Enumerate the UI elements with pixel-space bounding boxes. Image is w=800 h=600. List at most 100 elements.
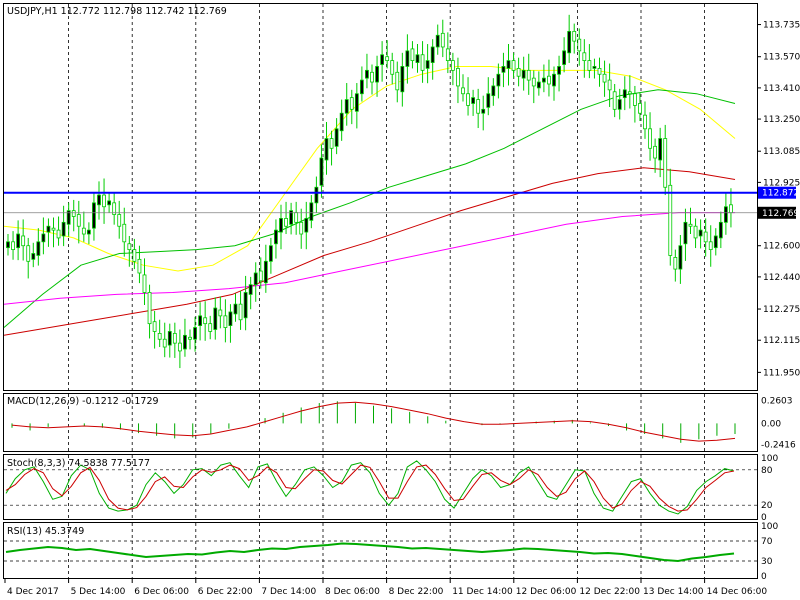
x-tick-label-5: 8 Dec 06:00	[325, 587, 380, 597]
macd-label: MACD(12,26,9) -0.1212 -0.1729	[7, 396, 159, 407]
candle-body-69	[354, 93, 359, 112]
candle-body-97	[496, 73, 501, 87]
rsi-indicator	[5, 542, 735, 563]
y-tick-label-6: 112.600	[763, 242, 800, 252]
candle-body-133	[678, 245, 683, 270]
candle-body-142	[723, 206, 728, 223]
candle-body-86	[440, 32, 445, 48]
stoch-tick-2: 20	[761, 501, 773, 511]
candle-body-100	[511, 60, 516, 71]
candle-body-14	[76, 214, 81, 227]
candle-body-106	[541, 77, 546, 83]
current-price-label: 112.769	[762, 209, 799, 219]
candle-body-137	[698, 229, 703, 237]
x-tick-label-8: 12 Dec 06:00	[516, 587, 577, 597]
candle-body-71	[365, 69, 369, 79]
candle-body-9	[51, 227, 56, 231]
y-tick-label-10: 111.950	[763, 368, 800, 378]
candle-body-12	[66, 210, 71, 225]
candle-body-27	[142, 274, 147, 293]
candle-body-19	[102, 194, 106, 208]
stoch-signal-line	[5, 464, 735, 512]
candle-body-121	[617, 99, 622, 110]
candle-body-46	[238, 303, 243, 321]
candle-body-4	[26, 245, 31, 262]
candle-body-36	[188, 336, 192, 340]
candle-body-112	[572, 30, 577, 42]
macd-tick-0: 0.2603	[761, 396, 793, 406]
candle-body-31	[162, 338, 167, 348]
candle-body-79	[405, 50, 410, 67]
candle-body-55	[284, 218, 288, 227]
candle-body-58	[299, 221, 304, 235]
candle-body-10	[56, 229, 61, 239]
x-tick-label-6: 8 Dec 22:00	[389, 587, 444, 597]
candle-body-107	[547, 75, 551, 85]
candle-body-35	[183, 334, 187, 350]
candle-body-96	[491, 85, 496, 97]
candle-body-92	[471, 97, 476, 104]
candle-body-8	[46, 225, 51, 233]
x-tick-label-3: 6 Dec 22:00	[198, 587, 253, 597]
x-tick-label-9: 12 Dec 22:00	[579, 587, 640, 597]
y-tick-label-1: 113.570	[763, 53, 800, 63]
candle-body-41	[213, 307, 218, 330]
candle-body-22	[117, 214, 122, 227]
candle-body-62	[319, 157, 324, 186]
candle-body-13	[71, 210, 76, 217]
candle-body-52	[268, 245, 273, 262]
candle-body-45	[233, 303, 238, 315]
candle-body-44	[228, 311, 233, 326]
candle-body-15	[81, 227, 86, 235]
axis-labels: 4 Dec 2017 5 Dec 14:00 6 Dec 06:00 6 Dec 22…	[4, 21, 800, 597]
candle-body-129	[658, 138, 663, 161]
candle-body-82	[420, 54, 425, 71]
candle-body-124	[632, 93, 637, 106]
candle-body-64	[329, 138, 334, 149]
candle-body-125	[638, 103, 642, 114]
candle-body-130	[663, 138, 668, 188]
candle-body-56	[289, 210, 294, 225]
candle-body-134	[683, 221, 688, 245]
candlesticks	[6, 14, 733, 369]
y-tick-label-5: 112.925	[763, 178, 800, 188]
candle-body-59	[304, 218, 309, 233]
candle-body-48	[248, 284, 253, 295]
candle-body-29	[152, 321, 157, 332]
candle-body-138	[703, 231, 708, 243]
candle-body-84	[430, 46, 435, 63]
candle-body-11	[61, 221, 66, 237]
resistance-label-bg	[758, 186, 796, 199]
candle-body-120	[612, 91, 617, 110]
candle-body-128	[653, 145, 658, 159]
candle-body-0	[6, 241, 10, 249]
rsi-panel-frame	[3, 522, 758, 579]
stoch-tick-3: 0	[761, 513, 767, 523]
rsi-tick-2: 30	[761, 557, 773, 567]
rsi-tick-0: 100	[761, 522, 778, 532]
candle-body-94	[481, 108, 486, 114]
candle-body-109	[557, 66, 561, 75]
candle-body-80	[410, 48, 415, 62]
candle-body-119	[607, 79, 612, 91]
price-levels: 112.872 112.769	[4, 186, 799, 219]
candle-body-3	[21, 235, 26, 247]
stoch-panel-frame	[3, 454, 758, 520]
candle-body-103	[526, 69, 531, 81]
x-tick-label-4: 7 Dec 14:00	[261, 587, 316, 597]
main-panel-frame	[3, 3, 758, 391]
candle-body-81	[415, 54, 420, 63]
candle-body-131	[668, 184, 673, 256]
candle-body-40	[208, 323, 213, 332]
candle-body-141	[718, 221, 723, 239]
candle-body-63	[324, 138, 329, 161]
candle-body-32	[167, 331, 172, 346]
candle-body-67	[344, 99, 349, 114]
candle-body-91	[466, 93, 470, 106]
rsi-line	[5, 542, 735, 563]
candle-body-135	[688, 223, 693, 227]
candle-body-42	[218, 309, 223, 317]
candle-body-7	[41, 233, 46, 243]
y-tick-label-3: 113.250	[763, 115, 800, 125]
